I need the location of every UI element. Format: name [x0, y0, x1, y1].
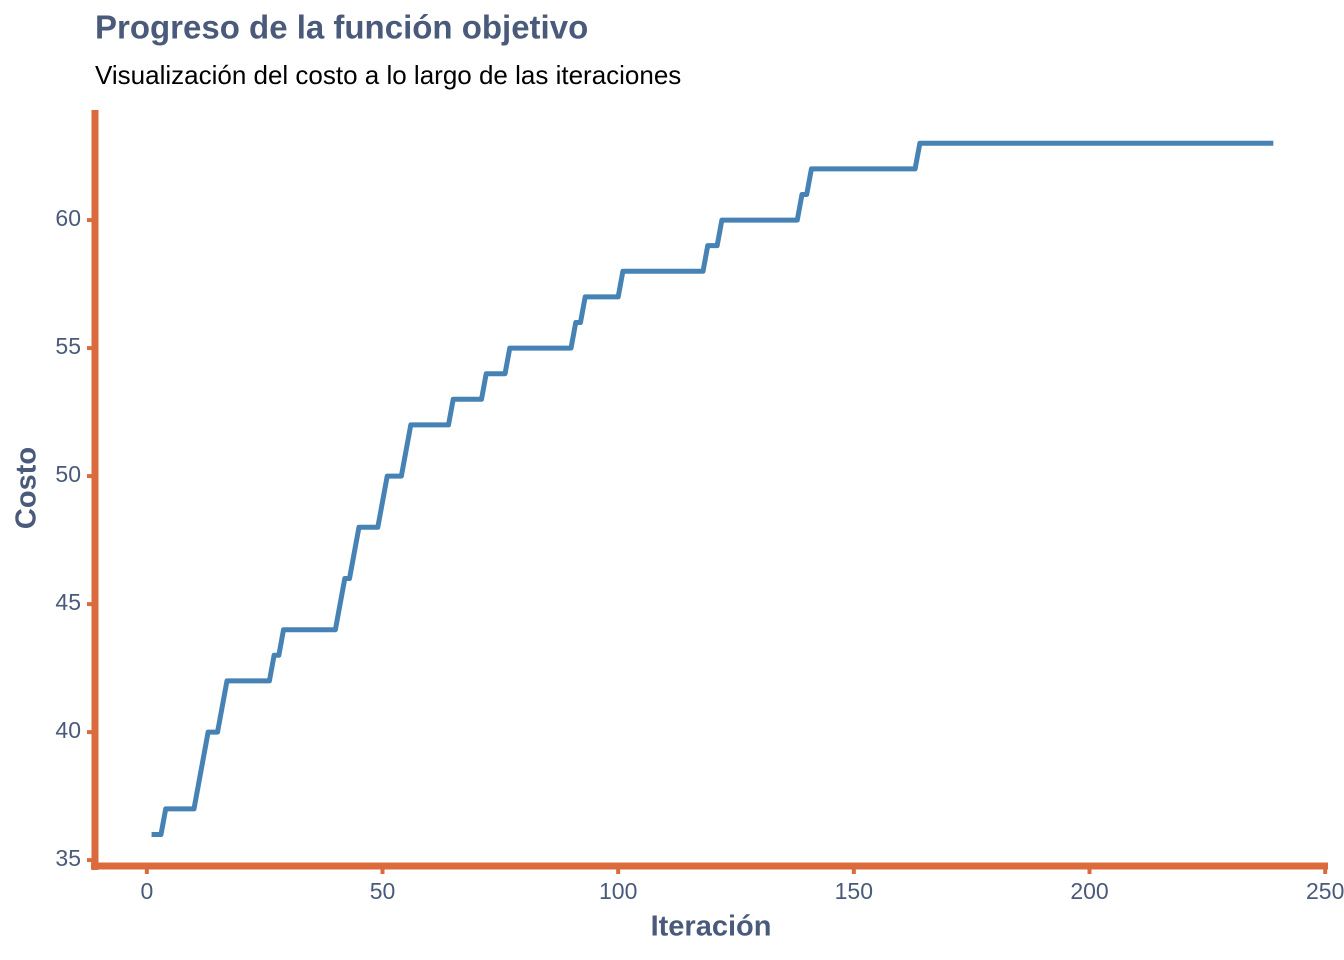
- y-tick-label: 35: [55, 845, 81, 871]
- x-tick-label: 100: [599, 878, 637, 904]
- x-tick-label: 200: [1070, 878, 1108, 904]
- x-tick-label: 250: [1306, 878, 1344, 904]
- y-tick-label: 40: [55, 717, 81, 743]
- y-tick-label: 60: [55, 205, 81, 231]
- x-tick-label: 0: [140, 878, 153, 904]
- y-tick-label: 55: [55, 333, 81, 359]
- chart-subtitle: Visualización del costo a lo largo de la…: [95, 60, 681, 90]
- y-tick-label: 45: [55, 589, 81, 615]
- x-tick-label: 150: [835, 878, 873, 904]
- chart-title: Progreso de la función objetivo: [95, 9, 588, 46]
- x-tick-label: 50: [370, 878, 396, 904]
- y-axis-title: Costo: [11, 447, 43, 529]
- y-tick-label: 50: [55, 461, 81, 487]
- line-series: [151, 140, 1274, 838]
- x-axis-title: Iteración: [651, 911, 772, 943]
